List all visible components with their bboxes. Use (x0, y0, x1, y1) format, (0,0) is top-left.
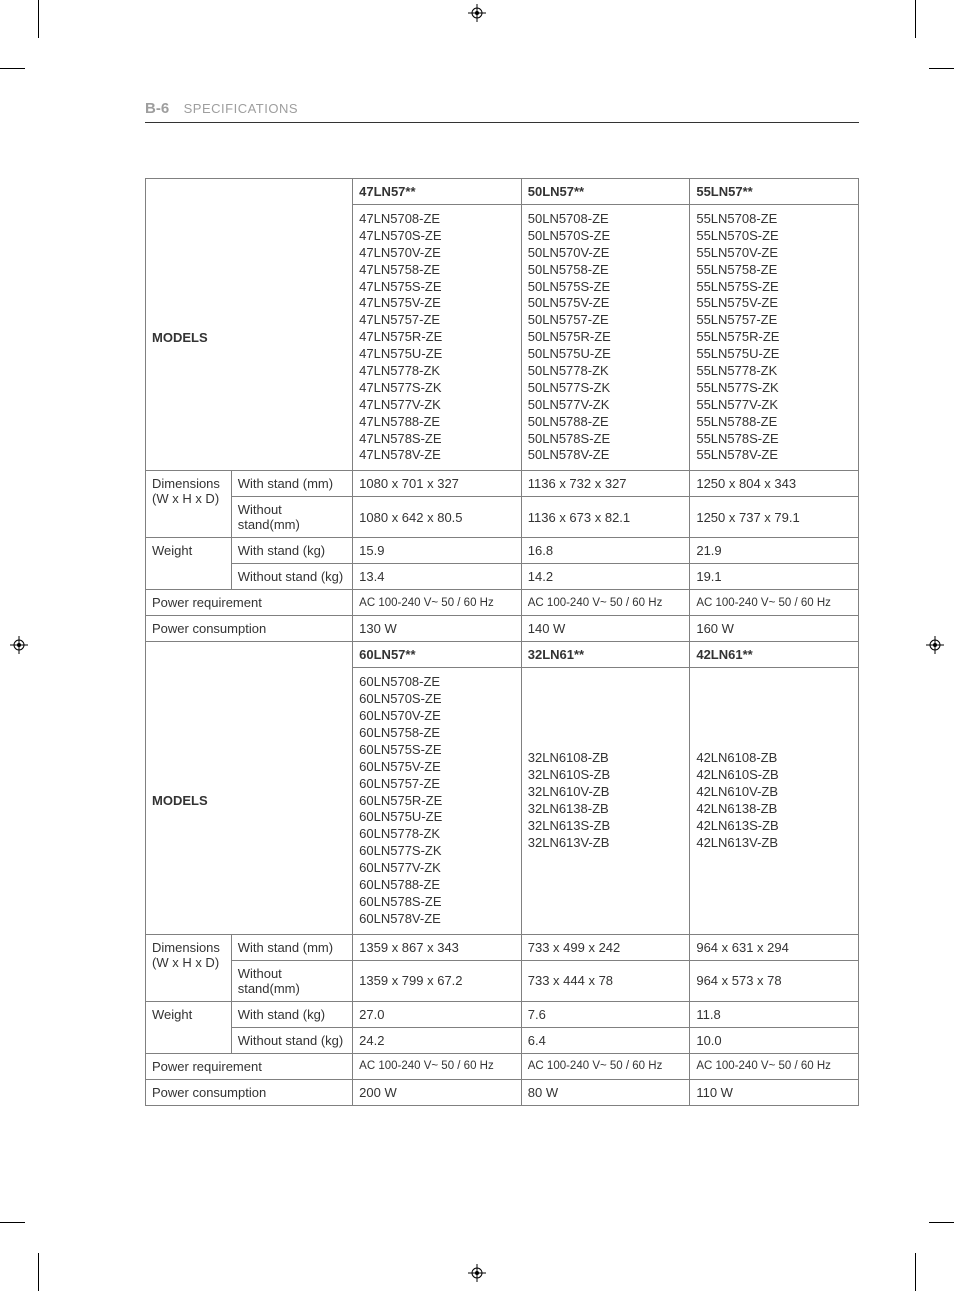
cell: AC 100-240 V~ 50 / 60 Hz (353, 1053, 522, 1079)
spec-table-1: 47LN57** 50LN57** 55LN57** MODELS 47LN57… (145, 178, 859, 1106)
col-header: 50LN57** (521, 179, 690, 205)
cell: 140 W (521, 616, 690, 642)
table-row: Without stand (kg) 24.2 6.4 10.0 (146, 1027, 859, 1053)
cell: 1359 x 867 x 343 (353, 934, 522, 960)
registration-mark-icon (468, 1264, 486, 1287)
cell: 1250 x 804 x 343 (690, 471, 859, 497)
dimensions-label: Dimensions (W x H x D) (146, 934, 232, 1001)
table-row: Weight With stand (kg) 15.9 16.8 21.9 (146, 538, 859, 564)
without-stand-mm-label: Without stand(mm) (231, 497, 352, 538)
cell: 733 x 444 x 78 (521, 960, 690, 1001)
cell: 27.0 (353, 1001, 522, 1027)
cell: 7.6 (521, 1001, 690, 1027)
crop-mark (0, 1222, 25, 1223)
table-row: 60LN57** 32LN61** 42LN61** (146, 642, 859, 668)
col-header: 60LN57** (353, 642, 522, 668)
weight-label: Weight (146, 1001, 232, 1053)
cell: 1080 x 642 x 80.5 (353, 497, 522, 538)
cell: 130 W (353, 616, 522, 642)
crop-mark (38, 1253, 39, 1291)
cell: 10.0 (690, 1027, 859, 1053)
model-list: 42LN6108-ZB 42LN610S-ZB 42LN610V-ZB 42LN… (690, 668, 859, 934)
power-cons-label: Power consumption (146, 1079, 353, 1105)
model-list: 55LN5708-ZE 55LN570S-ZE 55LN570V-ZE 55LN… (690, 205, 859, 471)
cell: 24.2 (353, 1027, 522, 1053)
cell: 16.8 (521, 538, 690, 564)
cell: 160 W (690, 616, 859, 642)
cell: 1080 x 701 x 327 (353, 471, 522, 497)
cell: 733 x 499 x 242 (521, 934, 690, 960)
crop-mark (929, 1222, 954, 1223)
table-row: Without stand(mm) 1080 x 642 x 80.5 1136… (146, 497, 859, 538)
without-stand-kg-label: Without stand (kg) (231, 564, 352, 590)
cell: 110 W (690, 1079, 859, 1105)
table-row: Without stand (kg) 13.4 14.2 19.1 (146, 564, 859, 590)
model-list: 32LN6108-ZB 32LN610S-ZB 32LN610V-ZB 32LN… (521, 668, 690, 934)
power-cons-label: Power consumption (146, 616, 353, 642)
with-stand-mm-label: With stand (mm) (231, 934, 352, 960)
with-stand-kg-label: With stand (kg) (231, 1001, 352, 1027)
registration-mark-icon (468, 4, 486, 27)
cell: 1136 x 673 x 82.1 (521, 497, 690, 538)
cell: 200 W (353, 1079, 522, 1105)
with-stand-mm-label: With stand (mm) (231, 471, 352, 497)
cell: 6.4 (521, 1027, 690, 1053)
registration-mark-icon (10, 636, 28, 659)
cell: 1136 x 732 x 327 (521, 471, 690, 497)
col-header: 47LN57** (353, 179, 522, 205)
models-label: MODELS (146, 205, 353, 471)
with-stand-kg-label: With stand (kg) (231, 538, 352, 564)
table-row: Dimensions (W x H x D) With stand (mm) 1… (146, 471, 859, 497)
power-req-label: Power requirement (146, 590, 353, 616)
cell: AC 100-240 V~ 50 / 60 Hz (690, 590, 859, 616)
page-header: B-6 SPECIFICATIONS (145, 100, 859, 123)
table-row: Weight With stand (kg) 27.0 7.6 11.8 (146, 1001, 859, 1027)
cell: 1250 x 737 x 79.1 (690, 497, 859, 538)
cell: AC 100-240 V~ 50 / 60 Hz (690, 1053, 859, 1079)
cell: 14.2 (521, 564, 690, 590)
cell: 1359 x 799 x 67.2 (353, 960, 522, 1001)
table-row: 47LN57** 50LN57** 55LN57** (146, 179, 859, 205)
crop-mark (929, 68, 954, 69)
crop-mark (38, 0, 39, 38)
cell: 11.8 (690, 1001, 859, 1027)
cell: 13.4 (353, 564, 522, 590)
without-stand-mm-label: Without stand(mm) (231, 960, 352, 1001)
col-header: 55LN57** (690, 179, 859, 205)
model-list: 47LN5708-ZE 47LN570S-ZE 47LN570V-ZE 47LN… (353, 205, 522, 471)
cell: 21.9 (690, 538, 859, 564)
cell: AC 100-240 V~ 50 / 60 Hz (521, 1053, 690, 1079)
cell: 964 x 631 x 294 (690, 934, 859, 960)
crop-mark (0, 68, 25, 69)
cell: 19.1 (690, 564, 859, 590)
table-row: MODELS 60LN5708-ZE 60LN570S-ZE 60LN570V-… (146, 668, 859, 934)
page-number: B-6 (145, 100, 169, 117)
registration-mark-icon (926, 636, 944, 659)
crop-mark (915, 0, 916, 38)
table-row: Without stand(mm) 1359 x 799 x 67.2 733 … (146, 960, 859, 1001)
cell: 15.9 (353, 538, 522, 564)
page-content: B-6 SPECIFICATIONS 47LN57** 50LN57** 55L… (0, 0, 954, 1166)
table-row: Power consumption 130 W 140 W 160 W (146, 616, 859, 642)
section-title: SPECIFICATIONS (184, 101, 298, 116)
dimensions-label: Dimensions (W x H x D) (146, 471, 232, 538)
col-header: 32LN61** (521, 642, 690, 668)
table-row: MODELS 47LN5708-ZE 47LN570S-ZE 47LN570V-… (146, 205, 859, 471)
cell: AC 100-240 V~ 50 / 60 Hz (521, 590, 690, 616)
col-header: 42LN61** (690, 642, 859, 668)
weight-label: Weight (146, 538, 232, 590)
crop-mark (915, 1253, 916, 1291)
power-req-label: Power requirement (146, 1053, 353, 1079)
without-stand-kg-label: Without stand (kg) (231, 1027, 352, 1053)
models-label: MODELS (146, 668, 353, 934)
table-row: Dimensions (W x H x D) With stand (mm) 1… (146, 934, 859, 960)
cell: AC 100-240 V~ 50 / 60 Hz (353, 590, 522, 616)
table-row: Power requirement AC 100-240 V~ 50 / 60 … (146, 590, 859, 616)
model-list: 60LN5708-ZE 60LN570S-ZE 60LN570V-ZE 60LN… (353, 668, 522, 934)
table-row: Power consumption 200 W 80 W 110 W (146, 1079, 859, 1105)
model-list: 50LN5708-ZE 50LN570S-ZE 50LN570V-ZE 50LN… (521, 205, 690, 471)
table-row: Power requirement AC 100-240 V~ 50 / 60 … (146, 1053, 859, 1079)
cell: 964 x 573 x 78 (690, 960, 859, 1001)
cell: 80 W (521, 1079, 690, 1105)
